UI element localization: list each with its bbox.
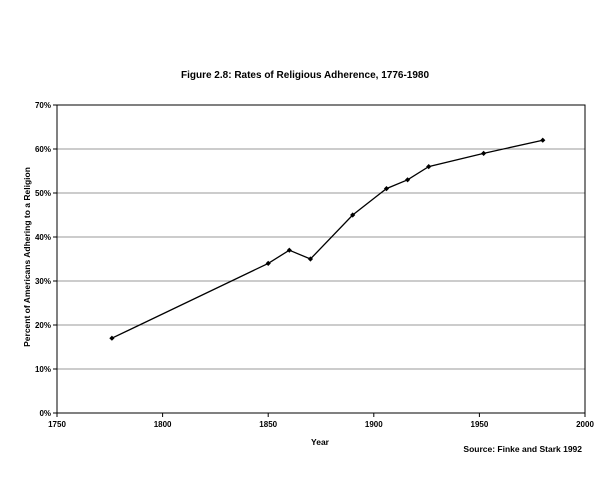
y-tick-label-60: 60% [35,145,51,154]
gridlines [57,148,585,370]
x-axis-label: Year [311,437,330,447]
data-point-1980 [540,137,546,143]
series-line-0 [111,139,543,339]
source-note: Source: Finke and Stark 1992 [463,444,582,454]
y-axis-label: Percent of Americans Adhering to a Relig… [22,167,32,347]
data-point-1890 [350,212,356,218]
y-tick-label-30: 30% [35,277,51,286]
y-axis-ticks: 0% 10% 20% 30% 40% 50% 60% 70% [35,101,57,418]
y-tick-label-10: 10% [35,365,51,374]
y-tick-label-0: 0% [39,409,51,418]
series-group [109,137,546,341]
x-tick-label-1850: 1850 [259,420,277,429]
x-tick-label-1950: 1950 [471,420,489,429]
data-point-1926 [426,164,432,170]
x-tick-label-1750: 1750 [48,420,66,429]
x-tick-label-1900: 1900 [365,420,383,429]
y-tick-label-70: 70% [35,101,51,110]
plot-area-frame [56,104,586,414]
data-point-1776 [109,335,115,341]
data-point-1952 [481,150,487,156]
data-point-1860 [286,247,292,253]
y-tick-label-40: 40% [35,233,51,242]
data-point-1850 [265,260,271,266]
data-point-1870 [307,256,314,262]
x-tick-label-1800: 1800 [154,420,172,429]
x-axis-ticks: 1750 1800 1850 1900 1950 2000 [48,413,594,429]
y-tick-label-20: 20% [35,321,51,330]
data-point-1916 [404,177,411,183]
chart-title: Figure 2.8: Rates of Religious Adherence… [181,70,429,81]
data-point-1906 [383,186,390,192]
y-tick-label-50: 50% [35,189,51,198]
x-tick-label-2000: 2000 [576,420,594,429]
